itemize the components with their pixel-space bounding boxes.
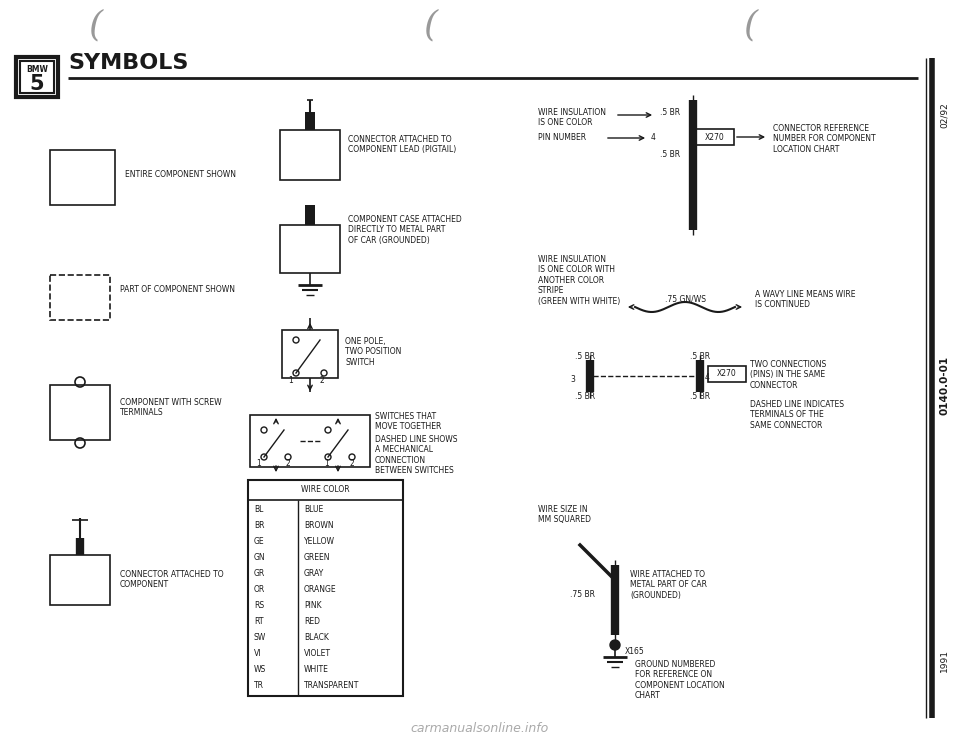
Text: 4: 4 (705, 373, 709, 382)
Bar (20, 61, 54, 93)
Text: 02/92: 02/92 (940, 102, 948, 128)
Text: 1: 1 (256, 459, 261, 468)
Text: X270: X270 (706, 132, 725, 141)
Text: WIRE COLOR: WIRE COLOR (301, 486, 349, 495)
Text: 0140.0-01: 0140.0-01 (939, 356, 949, 414)
Text: GROUND NUMBERED
FOR REFERENCE ON
COMPONENT LOCATION
CHART: GROUND NUMBERED FOR REFERENCE ON COMPONE… (635, 660, 725, 700)
Text: PART OF COMPONENT SHOWN: PART OF COMPONENT SHOWN (120, 285, 235, 294)
Text: .75 GN/WS: .75 GN/WS (665, 295, 706, 304)
Text: X270: X270 (717, 370, 737, 379)
Text: RT: RT (254, 618, 263, 626)
Text: (: ( (88, 8, 102, 42)
Text: BMW: BMW (26, 65, 48, 74)
Bar (282, 330, 338, 378)
Text: COMPONENT CASE ATTACHED
DIRECTLY TO METAL PART
OF CAR (GROUNDED): COMPONENT CASE ATTACHED DIRECTLY TO META… (348, 215, 462, 245)
Text: (: ( (743, 8, 757, 42)
Bar (50, 555, 110, 605)
Text: ORANGE: ORANGE (304, 586, 337, 594)
Text: SYMBOLS: SYMBOLS (68, 53, 188, 73)
Bar (250, 415, 370, 467)
Text: 3: 3 (570, 375, 575, 384)
Text: PIN NUMBER: PIN NUMBER (538, 133, 587, 142)
Text: .5 BR: .5 BR (660, 108, 680, 117)
Text: .75 BR: .75 BR (570, 590, 595, 599)
Text: CONNECTOR ATTACHED TO
COMPONENT LEAD (PIGTAIL): CONNECTOR ATTACHED TO COMPONENT LEAD (PI… (348, 135, 456, 155)
Text: TR: TR (254, 682, 264, 690)
Text: .5 BR: .5 BR (575, 392, 595, 401)
Text: TWO CONNECTIONS
(PINS) IN THE SAME
CONNECTOR: TWO CONNECTIONS (PINS) IN THE SAME CONNE… (750, 360, 827, 390)
Text: BLUE: BLUE (304, 505, 324, 515)
Text: WIRE INSULATION
IS ONE COLOR: WIRE INSULATION IS ONE COLOR (538, 108, 606, 127)
Text: GN: GN (254, 554, 266, 562)
Text: 2: 2 (350, 459, 355, 468)
Bar (280, 225, 340, 273)
Text: 2: 2 (320, 376, 324, 385)
Text: YELLOW: YELLOW (304, 537, 335, 547)
Text: 1: 1 (324, 459, 328, 468)
Bar (305, 205, 315, 225)
Text: WIRE INSULATION
IS ONE COLOR WITH
ANOTHER COLOR
STRIPE
(GREEN WITH WHITE): WIRE INSULATION IS ONE COLOR WITH ANOTHE… (538, 255, 620, 306)
Text: GRAY: GRAY (304, 569, 324, 579)
Text: WIRE ATTACHED TO
METAL PART OF CAR
(GROUNDED): WIRE ATTACHED TO METAL PART OF CAR (GROU… (630, 570, 707, 600)
Text: WIRE SIZE IN
MM SQUARED: WIRE SIZE IN MM SQUARED (538, 505, 591, 525)
Text: .5 BR: .5 BR (690, 352, 710, 361)
Text: WS: WS (254, 665, 266, 675)
Text: .5 BR: .5 BR (575, 352, 595, 361)
Text: carmanualsonline.info: carmanualsonline.info (411, 722, 549, 734)
Bar (50, 275, 110, 320)
Text: GR: GR (254, 569, 265, 579)
Bar (708, 366, 746, 382)
Bar (248, 480, 403, 696)
Text: BLACK: BLACK (304, 633, 329, 643)
Text: ONE POLE,
TWO POSITION
SWITCH: ONE POLE, TWO POSITION SWITCH (345, 337, 401, 367)
Text: SWITCHES THAT
MOVE TOGETHER: SWITCHES THAT MOVE TOGETHER (375, 412, 442, 432)
Text: CONNECTOR REFERENCE
NUMBER FOR COMPONENT
LOCATION CHART: CONNECTOR REFERENCE NUMBER FOR COMPONENT… (773, 124, 876, 154)
Text: 5: 5 (30, 74, 44, 94)
Bar (50, 150, 115, 205)
Text: PINK: PINK (304, 601, 322, 611)
Circle shape (610, 640, 620, 650)
Text: 1991: 1991 (940, 649, 948, 672)
Text: BL: BL (254, 505, 263, 515)
Bar (305, 112, 315, 130)
Text: A WAVY LINE MEANS WIRE
IS CONTINUED: A WAVY LINE MEANS WIRE IS CONTINUED (755, 290, 855, 310)
Text: RS: RS (254, 601, 264, 611)
Bar (280, 130, 340, 180)
Bar (696, 129, 734, 145)
Text: VI: VI (254, 650, 261, 658)
Text: OR: OR (254, 586, 265, 594)
Text: RED: RED (304, 618, 320, 626)
Text: .5 BR: .5 BR (690, 392, 710, 401)
Text: ENTIRE COMPONENT SHOWN: ENTIRE COMPONENT SHOWN (125, 170, 236, 179)
Text: TRANSPARENT: TRANSPARENT (304, 682, 359, 690)
Text: BROWN: BROWN (304, 522, 334, 530)
Text: 4: 4 (651, 133, 656, 142)
Text: DASHED LINE INDICATES
TERMINALS OF THE
SAME CONNECTOR: DASHED LINE INDICATES TERMINALS OF THE S… (750, 400, 844, 430)
Text: VIOLET: VIOLET (304, 650, 331, 658)
Bar (50, 385, 110, 440)
Text: 1: 1 (288, 376, 293, 385)
Text: .5 BR: .5 BR (660, 150, 680, 159)
Text: DASHED LINE SHOWS
A MECHANICAL
CONNECTION
BETWEEN SWITCHES: DASHED LINE SHOWS A MECHANICAL CONNECTIO… (375, 435, 458, 475)
Text: SW: SW (254, 633, 266, 643)
Text: GE: GE (254, 537, 265, 547)
Bar (16, 57, 58, 97)
Text: X165: X165 (625, 647, 645, 656)
Text: GREEN: GREEN (304, 554, 330, 562)
Text: WHITE: WHITE (304, 665, 329, 675)
Text: 2: 2 (286, 459, 291, 468)
Text: (: ( (423, 8, 437, 42)
Text: COMPONENT WITH SCREW
TERMINALS: COMPONENT WITH SCREW TERMINALS (120, 398, 222, 417)
Text: CONNECTOR ATTACHED TO
COMPONENT: CONNECTOR ATTACHED TO COMPONENT (120, 570, 224, 589)
Text: BR: BR (254, 522, 265, 530)
